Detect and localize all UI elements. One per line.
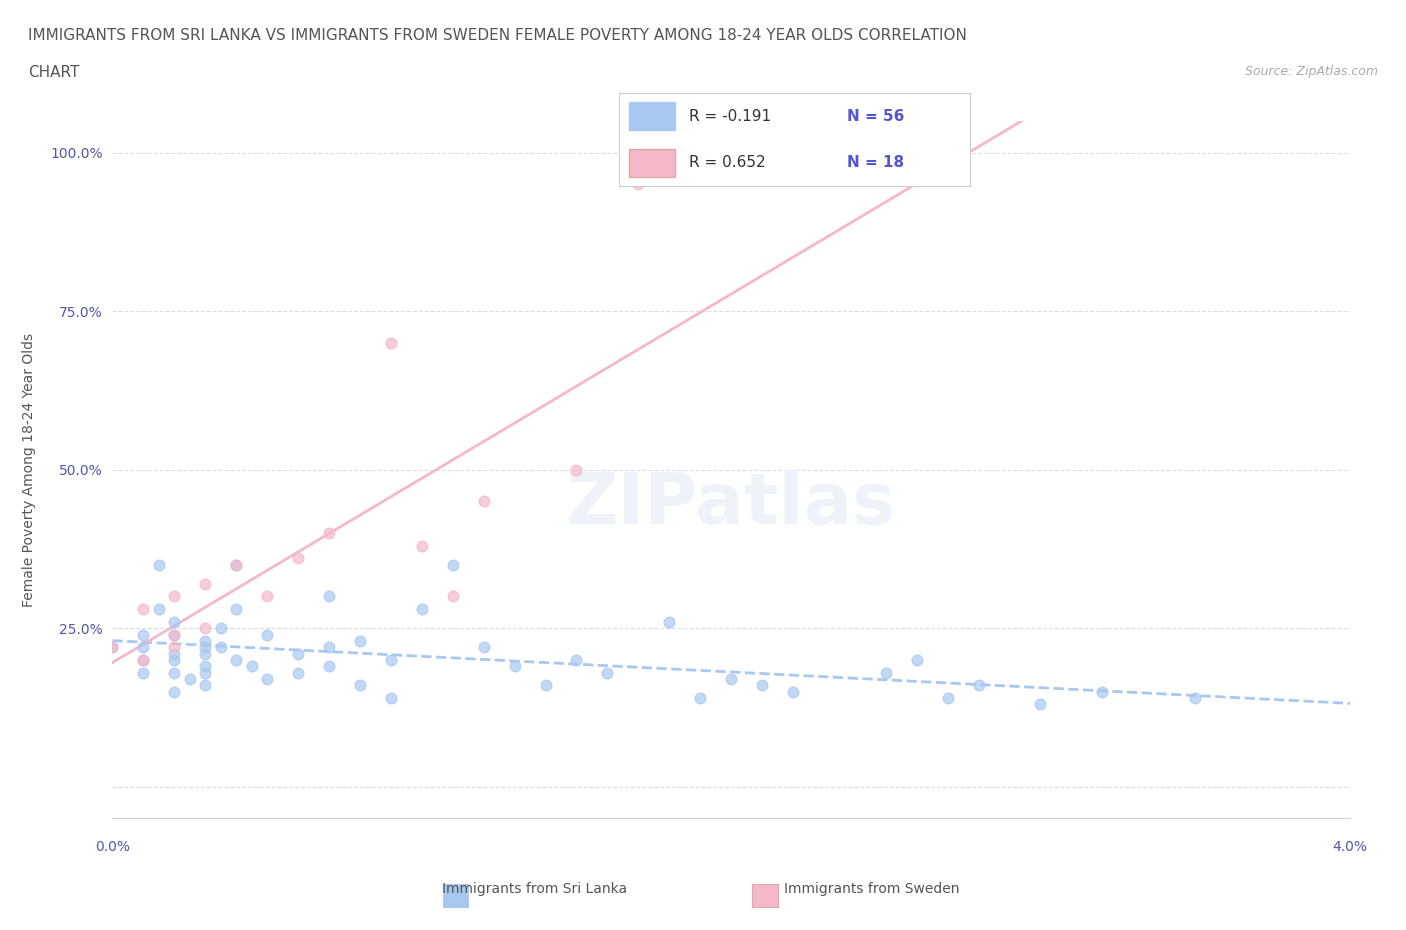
Point	[411, 538, 433, 553]
Point	[318, 589, 340, 604]
Point	[163, 653, 186, 668]
Point	[225, 557, 247, 572]
Point	[132, 653, 155, 668]
Text: Source: ZipAtlas.com: Source: ZipAtlas.com	[1244, 65, 1378, 78]
Text: N = 56: N = 56	[846, 109, 904, 124]
Point	[194, 678, 217, 693]
Point	[163, 646, 186, 661]
Point	[1184, 690, 1206, 705]
FancyBboxPatch shape	[630, 102, 675, 130]
Y-axis label: Female Poverty Among 18-24 Year Olds: Female Poverty Among 18-24 Year Olds	[22, 333, 37, 606]
Point	[194, 658, 217, 673]
Point	[318, 658, 340, 673]
Point	[256, 671, 278, 686]
Point	[148, 557, 170, 572]
Point	[287, 646, 309, 661]
Point	[132, 627, 155, 642]
Point	[380, 690, 402, 705]
Point	[148, 602, 170, 617]
Point	[163, 589, 186, 604]
Point	[596, 665, 619, 680]
Point	[380, 653, 402, 668]
Point	[658, 615, 681, 630]
FancyBboxPatch shape	[630, 149, 675, 177]
Text: ZIPatlas: ZIPatlas	[567, 470, 896, 539]
Point	[905, 653, 928, 668]
Point	[318, 525, 340, 540]
Point	[380, 336, 402, 351]
Point	[163, 684, 186, 699]
Point	[132, 640, 155, 655]
Point	[534, 678, 557, 693]
Point	[472, 640, 495, 655]
Text: Immigrants from Sri Lanka: Immigrants from Sri Lanka	[441, 882, 627, 896]
Text: N = 18: N = 18	[846, 155, 904, 170]
Text: Immigrants from Sweden: Immigrants from Sweden	[785, 882, 959, 896]
Point	[194, 665, 217, 680]
Point	[240, 658, 263, 673]
Point	[441, 589, 464, 604]
Point	[565, 462, 588, 477]
Point	[209, 640, 232, 655]
Point	[503, 658, 526, 673]
Text: CHART: CHART	[28, 65, 80, 80]
Point	[411, 602, 433, 617]
Point	[163, 627, 186, 642]
Text: 4.0%: 4.0%	[1333, 840, 1367, 854]
Point	[720, 671, 742, 686]
Point	[318, 640, 340, 655]
Point	[349, 633, 371, 648]
Text: R = 0.652: R = 0.652	[689, 155, 765, 170]
Point	[132, 653, 155, 668]
Point	[209, 620, 232, 635]
Point	[194, 640, 217, 655]
Point	[225, 557, 247, 572]
Point	[256, 627, 278, 642]
Point	[1091, 684, 1114, 699]
Text: IMMIGRANTS FROM SRI LANKA VS IMMIGRANTS FROM SWEDEN FEMALE POVERTY AMONG 18-24 Y: IMMIGRANTS FROM SRI LANKA VS IMMIGRANTS …	[28, 28, 967, 43]
Point	[132, 665, 155, 680]
Point	[472, 494, 495, 509]
Point	[287, 551, 309, 565]
Point	[441, 557, 464, 572]
Point	[689, 690, 711, 705]
Point	[163, 615, 186, 630]
Point	[875, 665, 897, 680]
Point	[194, 577, 217, 591]
Point	[287, 665, 309, 680]
Point	[1029, 697, 1052, 711]
Point	[101, 640, 124, 655]
Point	[163, 665, 186, 680]
Point	[565, 653, 588, 668]
Point	[163, 627, 186, 642]
Point	[751, 678, 773, 693]
Point	[256, 589, 278, 604]
Point	[194, 646, 217, 661]
Point	[179, 671, 201, 686]
Point	[936, 690, 959, 705]
Point	[101, 640, 124, 655]
Point	[967, 678, 990, 693]
Point	[163, 640, 186, 655]
Point	[782, 684, 804, 699]
Point	[225, 653, 247, 668]
Point	[349, 678, 371, 693]
Point	[194, 633, 217, 648]
Point	[627, 177, 650, 192]
Point	[194, 620, 217, 635]
Point	[225, 602, 247, 617]
Point	[132, 602, 155, 617]
Text: 0.0%: 0.0%	[96, 840, 129, 854]
Text: R = -0.191: R = -0.191	[689, 109, 770, 124]
